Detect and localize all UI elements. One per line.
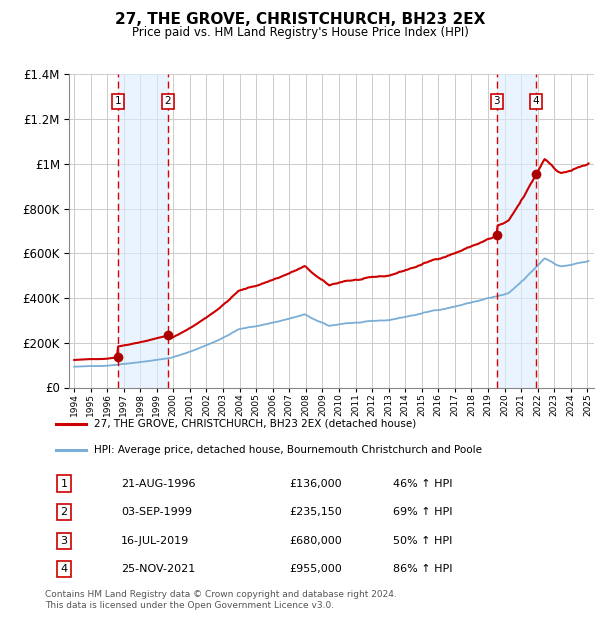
Bar: [587, 74, 594, 388]
Text: £235,150: £235,150: [289, 507, 342, 517]
Text: 50% ↑ HPI: 50% ↑ HPI: [392, 536, 452, 546]
Bar: [587, 74, 594, 388]
Text: 1: 1: [115, 96, 121, 106]
Text: 27, THE GROVE, CHRISTCHURCH, BH23 2EX (detached house): 27, THE GROVE, CHRISTCHURCH, BH23 2EX (d…: [94, 419, 416, 429]
Text: 25-NOV-2021: 25-NOV-2021: [121, 564, 195, 574]
Bar: [118, 74, 168, 388]
Text: £680,000: £680,000: [289, 536, 342, 546]
Text: 3: 3: [494, 96, 500, 106]
Text: 3: 3: [61, 536, 68, 546]
Text: 21-AUG-1996: 21-AUG-1996: [121, 479, 196, 489]
Text: £136,000: £136,000: [289, 479, 342, 489]
Bar: [497, 74, 536, 388]
Text: 69% ↑ HPI: 69% ↑ HPI: [392, 507, 452, 517]
Bar: [69, 74, 91, 388]
Text: 2: 2: [164, 96, 171, 106]
Text: Price paid vs. HM Land Registry's House Price Index (HPI): Price paid vs. HM Land Registry's House …: [131, 26, 469, 39]
Text: 03-SEP-1999: 03-SEP-1999: [121, 507, 192, 517]
Text: 16-JUL-2019: 16-JUL-2019: [121, 536, 189, 546]
Text: HPI: Average price, detached house, Bournemouth Christchurch and Poole: HPI: Average price, detached house, Bour…: [94, 445, 482, 455]
Text: £955,000: £955,000: [289, 564, 342, 574]
Text: Contains HM Land Registry data © Crown copyright and database right 2024.
This d: Contains HM Land Registry data © Crown c…: [45, 590, 397, 609]
Text: 86% ↑ HPI: 86% ↑ HPI: [392, 564, 452, 574]
Text: 4: 4: [533, 96, 539, 106]
Text: 2: 2: [61, 507, 68, 517]
Text: 1: 1: [61, 479, 68, 489]
Text: 4: 4: [61, 564, 68, 574]
Text: 27, THE GROVE, CHRISTCHURCH, BH23 2EX: 27, THE GROVE, CHRISTCHURCH, BH23 2EX: [115, 12, 485, 27]
Bar: [69, 74, 91, 388]
Text: 46% ↑ HPI: 46% ↑ HPI: [392, 479, 452, 489]
